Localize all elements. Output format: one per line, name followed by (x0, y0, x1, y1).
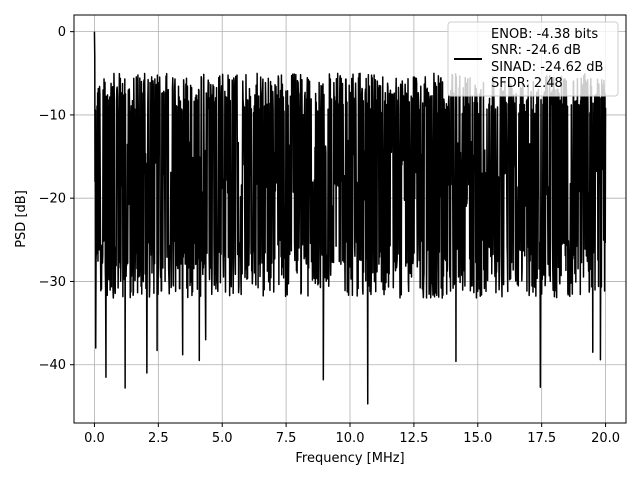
y-tick-label: −40 (39, 358, 66, 373)
y-tick-label: −30 (39, 275, 66, 290)
y-tick-label: 0 (58, 25, 66, 40)
legend-entry-sfdr: SFDR: 2.48 (491, 76, 563, 91)
x-axis-label: Frequency [MHz] (295, 451, 404, 466)
legend-entry-enob: ENOB: -4.38 bits (491, 27, 598, 42)
y-axis-ticks: 0 −10 −20 −30 −40 (39, 25, 74, 373)
y-axis-label: PSD [dB] (14, 190, 29, 248)
x-tick-label: 2.5 (148, 431, 169, 446)
legend: ENOB: -4.38 bits SNR: -24.6 dB SINAD: -2… (447, 21, 619, 97)
x-tick-label: 10.0 (336, 431, 365, 446)
x-tick-label: 15.0 (463, 431, 492, 446)
x-axis-ticks: 0.0 2.5 5.0 7.5 10.0 12.5 15.0 17.5 20.0 (84, 423, 620, 446)
x-tick-label: 7.5 (276, 431, 297, 446)
x-tick-label: 17.5 (527, 431, 556, 446)
y-tick-label: −10 (39, 108, 66, 123)
psd-series-line (93, 31, 607, 405)
x-tick-label: 20.0 (591, 431, 620, 446)
legend-entry-snr: SNR: -24.6 dB (491, 43, 581, 58)
legend-entry-sinad: SINAD: -24.62 dB (491, 60, 603, 75)
legend-box (447, 21, 619, 97)
x-tick-label: 0.0 (84, 431, 105, 446)
x-tick-label: 5.0 (212, 431, 233, 446)
y-tick-label: −20 (39, 192, 66, 207)
x-tick-label: 12.5 (399, 431, 428, 446)
series-layer (93, 31, 607, 405)
